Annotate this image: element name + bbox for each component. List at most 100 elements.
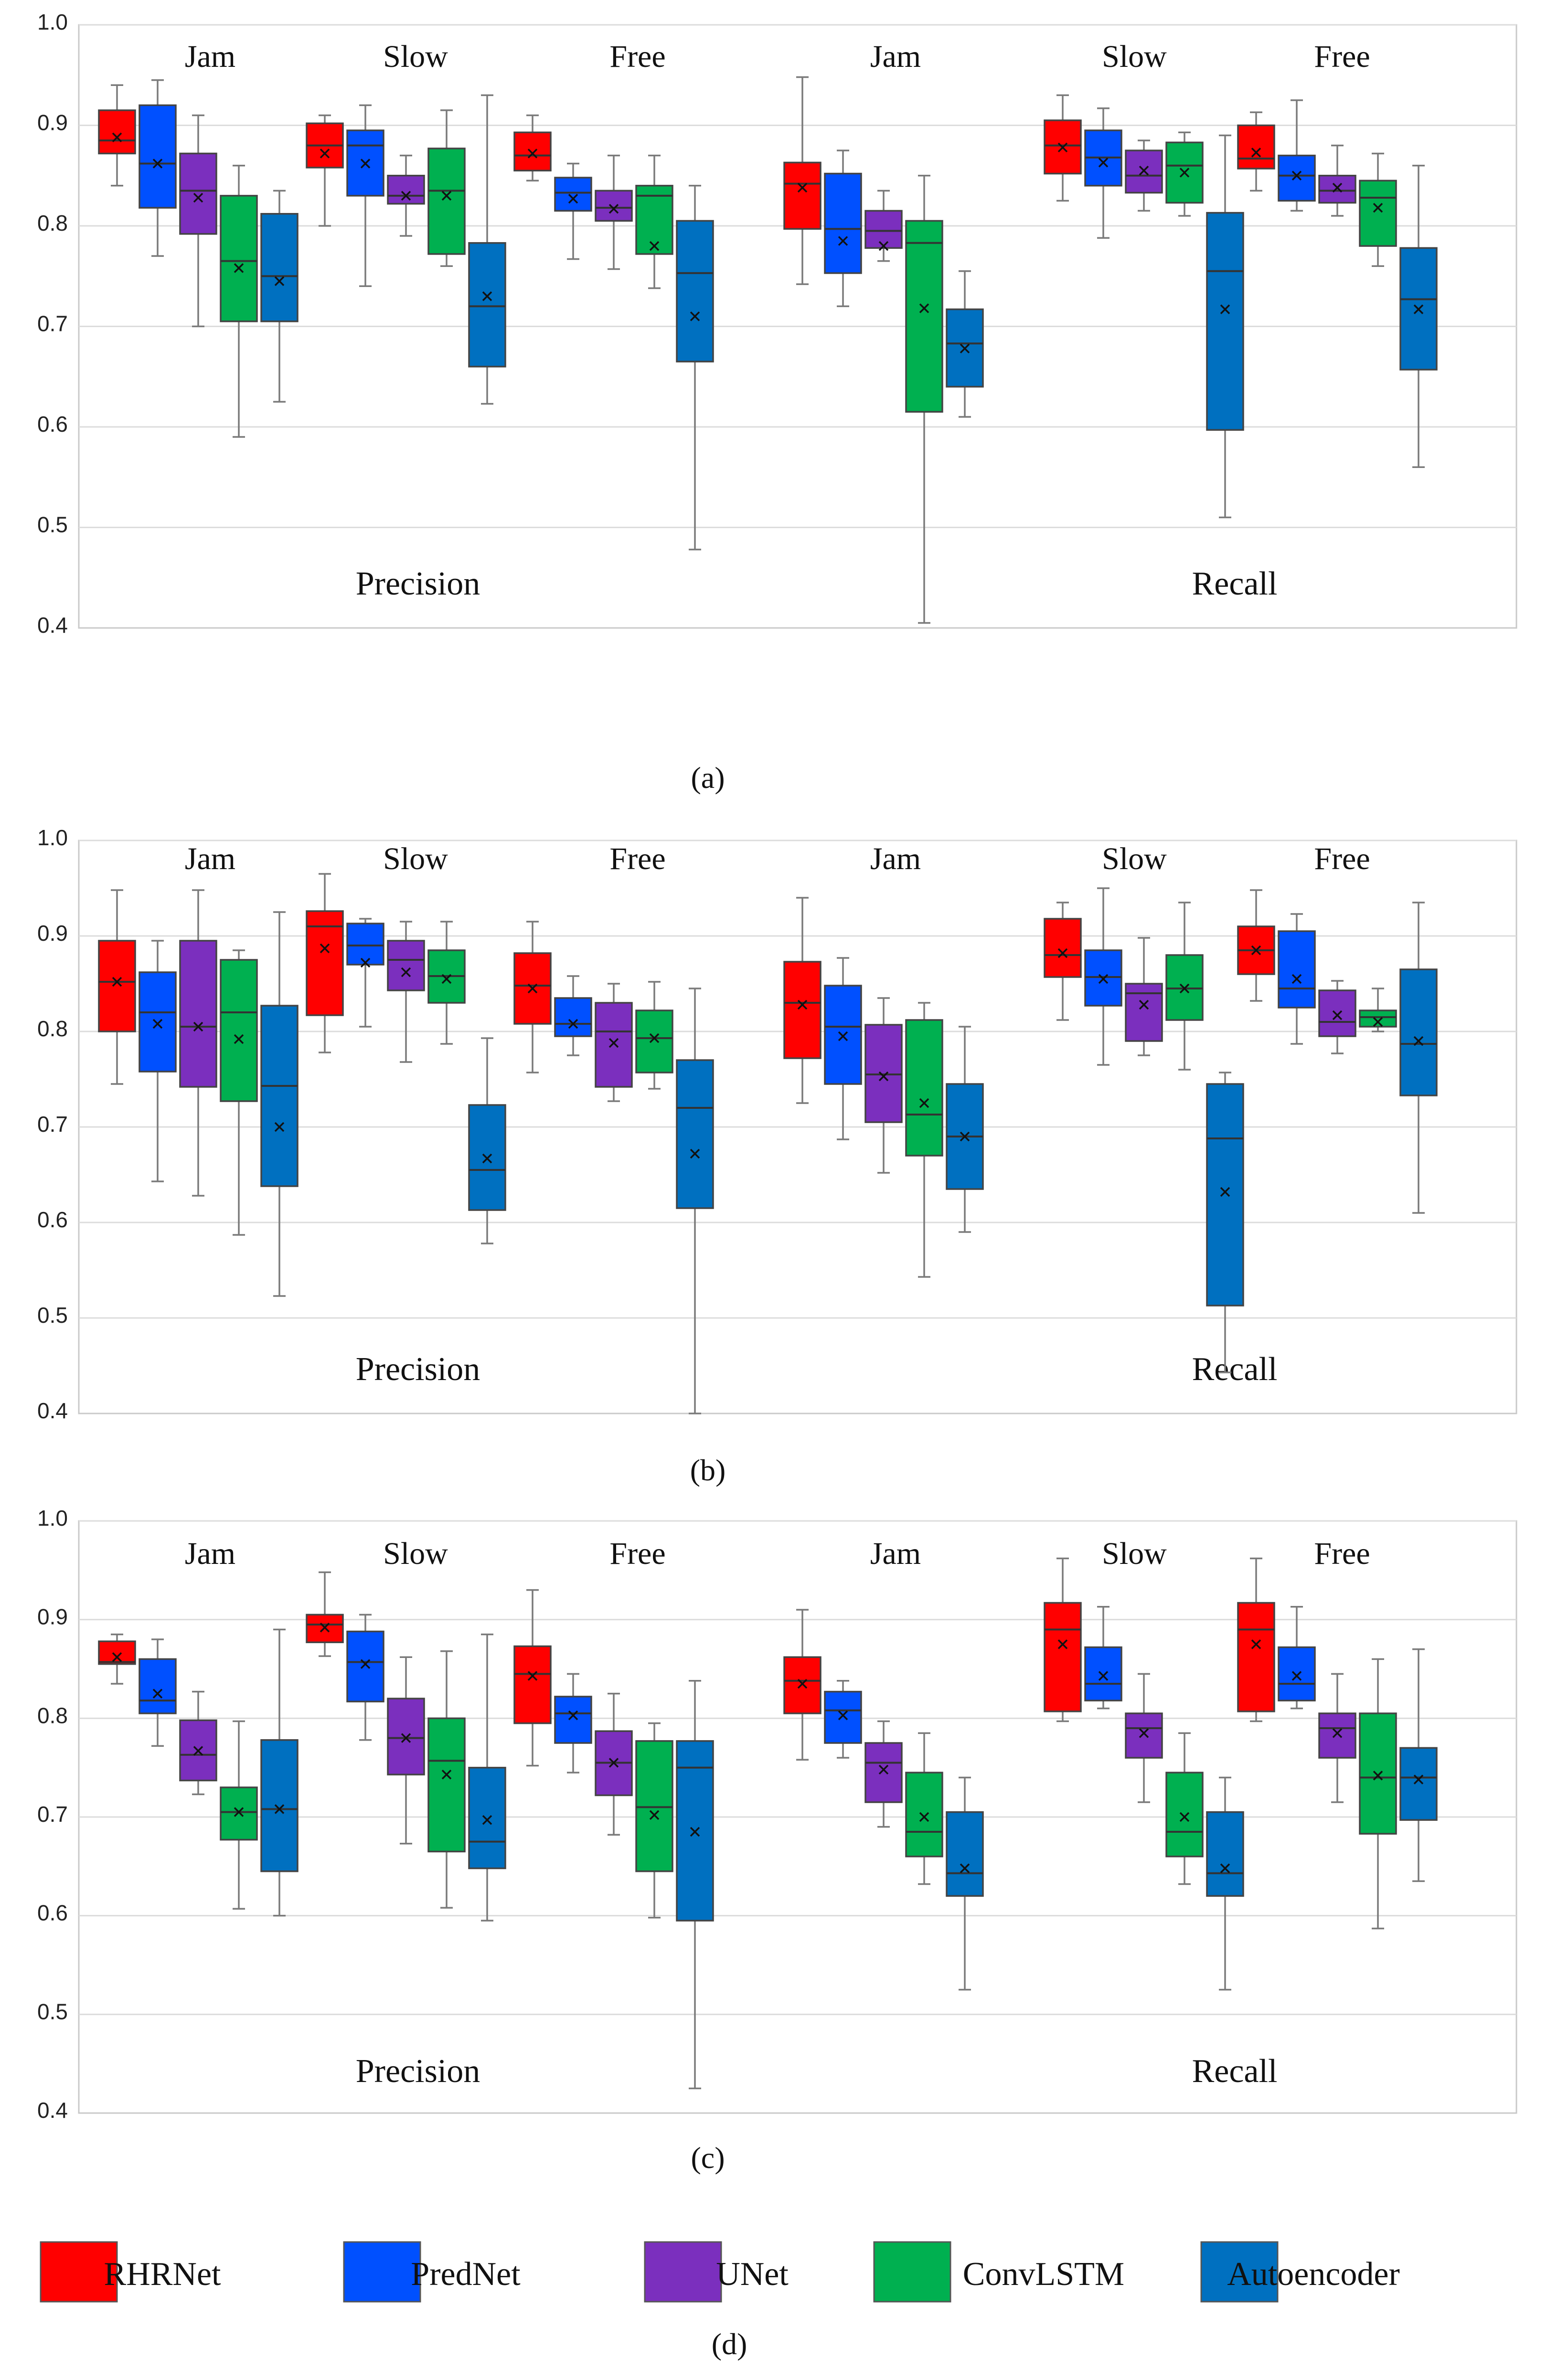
mean-stroke	[320, 943, 330, 954]
box-iqr	[635, 1009, 673, 1073]
mean-marker	[649, 1033, 660, 1043]
box-iqr	[260, 212, 299, 322]
mean-stroke	[1413, 1036, 1424, 1046]
box-prednet	[554, 975, 592, 1056]
box-unet	[1318, 1673, 1356, 1803]
group-label: Free	[1314, 841, 1370, 876]
box-iqr	[98, 1640, 136, 1665]
box-iqr	[1359, 1712, 1397, 1835]
box-autoencoder	[260, 1628, 299, 1917]
box-iqr	[635, 1740, 673, 1872]
mean-marker	[482, 291, 492, 301]
box-iqr	[306, 910, 344, 1016]
mean-marker	[441, 1769, 452, 1780]
legend-item-convlstm: ConvLSTM	[873, 2241, 1124, 2303]
mean-stroke	[1220, 1863, 1230, 1873]
box-iqr	[635, 185, 673, 255]
box-unet	[1125, 1673, 1163, 1803]
mean-marker	[234, 263, 244, 273]
mean-marker	[1139, 1728, 1149, 1738]
mean-stroke	[112, 132, 122, 142]
box-convlstm	[220, 1720, 258, 1910]
box-rhrnet	[1044, 94, 1082, 202]
mean-stroke	[274, 276, 285, 287]
mean-stroke	[1291, 170, 1302, 181]
mean-marker	[1098, 158, 1109, 168]
box-iqr	[220, 195, 258, 322]
box-iqr	[427, 148, 466, 255]
mean-marker	[320, 943, 330, 954]
mean-marker	[878, 1071, 889, 1082]
legend-swatch	[343, 2241, 421, 2303]
mean-marker	[1139, 165, 1149, 176]
mean-stroke	[878, 241, 889, 251]
box-iqr	[1084, 1646, 1122, 1701]
mean-stroke	[193, 192, 203, 203]
box-rhrnet	[783, 76, 822, 285]
mean-stroke	[1139, 165, 1149, 176]
box-prednet	[1084, 887, 1122, 1066]
mean-marker	[1057, 1639, 1068, 1649]
mean-marker	[1220, 1187, 1230, 1197]
y-tick-label: 0.5	[37, 1303, 68, 1328]
legend-swatch	[40, 2241, 118, 2303]
mean-marker	[1098, 1671, 1109, 1681]
box-autoencoder	[676, 988, 714, 1414]
mean-marker	[152, 159, 163, 169]
mean-marker	[274, 1804, 285, 1814]
mean-stroke	[919, 303, 929, 313]
y-tick-label: 0.8	[37, 1016, 68, 1041]
box-iqr	[864, 1742, 903, 1803]
mean-stroke	[568, 193, 578, 204]
y-tick-label: 0.4	[37, 613, 68, 638]
box-iqr	[1399, 1747, 1438, 1821]
box-convlstm	[220, 949, 258, 1236]
mean-stroke	[649, 1810, 660, 1820]
mean-marker	[360, 159, 371, 169]
box-iqr	[1318, 989, 1356, 1037]
mean-stroke	[690, 1827, 700, 1837]
box-iqr	[1359, 1009, 1397, 1028]
legend-swatch	[644, 2241, 722, 2303]
mean-marker	[152, 1019, 163, 1029]
box-iqr	[139, 971, 177, 1073]
box-iqr	[1206, 212, 1244, 431]
mean-marker	[320, 1622, 330, 1633]
mean-stroke	[960, 1863, 970, 1873]
mean-marker	[960, 343, 970, 354]
group-label: Free	[609, 39, 665, 74]
mean-marker	[1413, 304, 1424, 314]
box-iqr	[946, 1811, 984, 1897]
box-iqr	[513, 1645, 552, 1724]
box-autoencoder	[260, 911, 299, 1297]
box-autoencoder	[1206, 134, 1244, 519]
box-unet	[864, 997, 903, 1174]
box-prednet	[554, 1673, 592, 1774]
box-unet	[387, 154, 425, 237]
mean-stroke	[838, 1031, 848, 1041]
mean-stroke	[193, 1021, 203, 1032]
y-tick-label: 0.9	[37, 921, 68, 946]
box-convlstm	[220, 164, 258, 438]
box-convlstm	[635, 1722, 673, 1919]
box-iqr	[387, 1698, 425, 1775]
mean-marker	[527, 149, 538, 159]
mean-stroke	[838, 236, 848, 246]
mean-marker	[608, 203, 619, 214]
box-prednet	[1084, 107, 1122, 239]
mean-marker	[960, 1131, 970, 1142]
box-iqr	[260, 1739, 299, 1872]
mean-marker	[1413, 1036, 1424, 1046]
box-iqr	[783, 1656, 822, 1714]
panel-caption: (b)	[690, 1453, 726, 1487]
chart-panel: 0.4 0.5 0.6 0.7 0.8 0.9 1.0 Jam Slow Free Jam Slow F…	[37, 1506, 1517, 2175]
mean-stroke	[360, 159, 371, 169]
box-convlstm	[1359, 152, 1397, 267]
box-iqr	[1278, 930, 1316, 1009]
group-label: Slow	[383, 39, 448, 74]
box-rhrnet	[1237, 889, 1275, 1002]
mean-marker	[1413, 1774, 1424, 1785]
mean-marker	[608, 1038, 619, 1048]
box-iqr	[1206, 1083, 1244, 1307]
